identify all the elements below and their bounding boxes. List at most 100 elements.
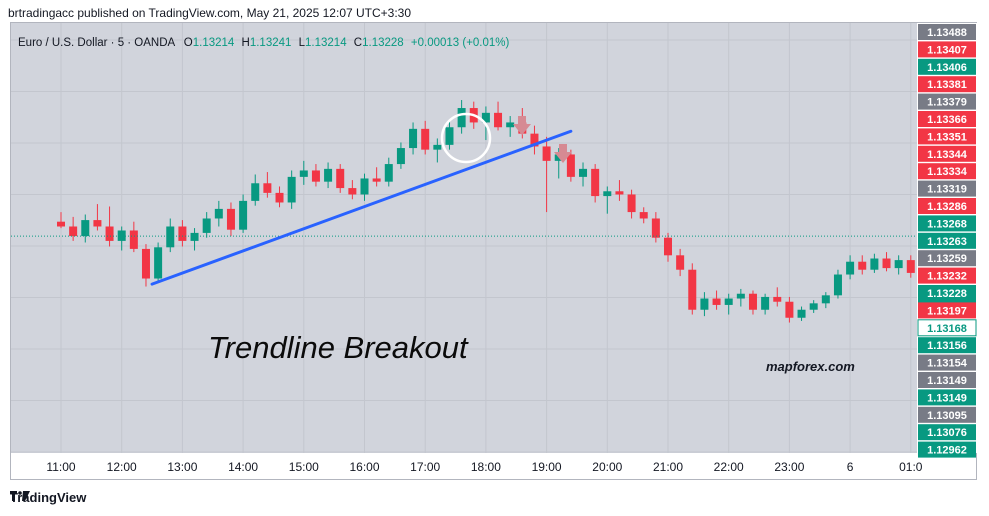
candle-body (530, 133, 539, 147)
candle-body (93, 220, 102, 227)
candle-body (846, 261, 855, 275)
x-tick-label: 18:00 (471, 460, 501, 474)
price-label-box (918, 58, 976, 75)
plot-area[interactable] (11, 23, 917, 453)
x-tick-label: 15:00 (289, 460, 319, 474)
candle-body (651, 218, 660, 238)
candle-body (761, 296, 770, 310)
x-tick-label: 6 (847, 460, 854, 474)
watermark-text: mapforex.com (766, 359, 855, 374)
candle-body (360, 178, 369, 195)
price-label: 1.13268 (927, 218, 967, 230)
price-label: 1.13406 (927, 62, 967, 74)
legend-o-label: O (184, 37, 193, 49)
grid-lines (11, 23, 917, 453)
publish-header: brtradingacc published on TradingView.co… (8, 6, 412, 20)
candle-body (81, 220, 90, 237)
candle-body (579, 168, 588, 177)
price-label-box (918, 302, 976, 319)
candle-body (797, 309, 806, 318)
price-label-box (918, 267, 976, 284)
price-label-box (918, 424, 976, 441)
tradingview-logo-icon (10, 491, 30, 501)
price-label-box (918, 128, 976, 145)
price-label-box (918, 111, 976, 127)
candle-body (542, 146, 551, 161)
candle-body (311, 170, 320, 182)
price-label: 1.13319 (927, 184, 967, 196)
candle-body (676, 255, 685, 270)
candle-body (481, 112, 490, 123)
time-axis[interactable]: 11:00 12:00 13:00 14:00 15:00 16:00 17:00 18:00… (46, 460, 922, 474)
candle-body (239, 200, 248, 230)
candle-body (833, 274, 842, 296)
price-label-box (918, 163, 976, 180)
price-label: 1.13379 (927, 97, 967, 109)
x-tick-label: 14:00 (228, 460, 258, 474)
candle-body (615, 191, 624, 195)
candle-body (627, 194, 636, 213)
trendline[interactable] (150, 129, 573, 286)
price-label-box (918, 180, 976, 197)
candle-body (226, 208, 235, 230)
price-label-box (918, 24, 976, 40)
price-label: 1.13149 (927, 392, 967, 404)
price-label-box (918, 337, 976, 354)
price-label: 1.13228 (927, 288, 967, 300)
price-label: 1.13351 (927, 131, 967, 143)
candle-body (566, 154, 575, 177)
price-label-box (918, 145, 976, 162)
candle-body (421, 128, 430, 150)
candle-body (748, 293, 757, 310)
ohlc-legend: Euro / U.S. Dollar · 5 · OANDA O1.13214 … (18, 37, 510, 49)
candle-body (712, 298, 721, 305)
legend-low: 1.13214 (305, 37, 347, 49)
price-label: 1.13156 (927, 340, 967, 352)
legend-open: 1.13214 (193, 37, 235, 49)
candle-body (275, 192, 284, 203)
candle-body (809, 303, 818, 310)
footer-brand[interactable]: TradingView (10, 490, 86, 505)
candle-body (821, 295, 830, 304)
down-arrow-icon (554, 144, 572, 163)
legend-c-label: C (354, 37, 362, 49)
candle-body (591, 168, 600, 197)
legend-close: 1.13228 (362, 37, 404, 49)
price-label-box (918, 406, 976, 423)
x-tick-label: 01:0 (899, 460, 923, 474)
candle-body (202, 218, 211, 233)
down-arrow-icon (513, 116, 531, 135)
x-tick-label: 22:00 (714, 460, 744, 474)
candle-body (372, 178, 381, 182)
candle-body (287, 176, 296, 203)
candle-body (396, 148, 405, 165)
legend-h-label: H (242, 37, 250, 49)
candles-layer (57, 100, 915, 323)
x-tick-label: 16:00 (349, 460, 379, 474)
price-label-box (918, 198, 976, 214)
price-label: 1.13095 (927, 410, 967, 422)
candle-body (433, 144, 442, 150)
candle-body (384, 164, 393, 182)
price-axis[interactable]: 1.13488 1.13407 1.13406 1.13381 1.13379 1.133… (917, 23, 977, 458)
candle-body (773, 296, 782, 302)
candle-body (506, 122, 515, 128)
legend-change: +0.00013 (+0.01%) (411, 37, 510, 49)
price-label: 1.13407 (927, 44, 967, 56)
candle-body (178, 226, 187, 241)
price-label: 1.13286 (927, 201, 967, 213)
candle-body (858, 261, 867, 270)
candle-body (409, 128, 418, 149)
candle-body (141, 248, 150, 279)
price-label-box (918, 441, 976, 458)
price-label: 1.13197 (927, 305, 967, 317)
x-tick-label: 13:00 (167, 460, 197, 474)
price-label-box (918, 215, 976, 232)
price-label-box (918, 354, 976, 371)
candle-body (724, 298, 733, 305)
price-label-box (918, 93, 976, 110)
candle-body (166, 226, 175, 248)
candle-body (190, 232, 199, 241)
price-label: 1.13168 (927, 323, 967, 335)
